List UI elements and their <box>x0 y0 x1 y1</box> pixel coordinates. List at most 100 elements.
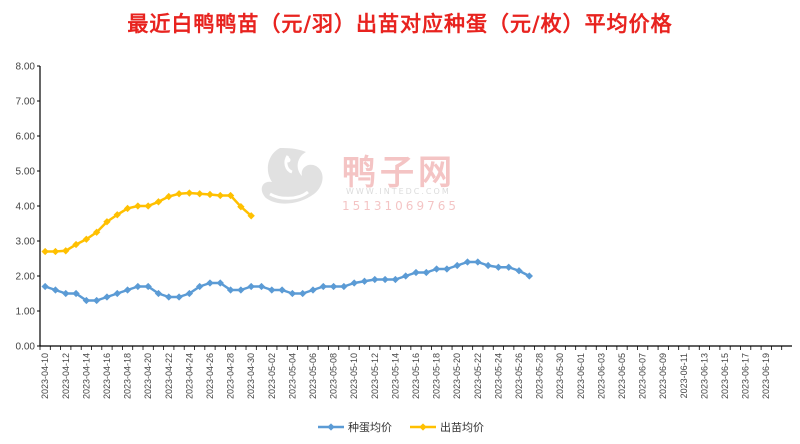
legend-item: 种蛋均价 <box>318 420 392 434</box>
x-tick-label: 2023-04-30 <box>246 353 256 399</box>
x-tick-label: 2023-06-11 <box>679 353 689 398</box>
data-point <box>247 282 255 291</box>
x-tick-label: 2023-05-20 <box>452 353 462 399</box>
data-point <box>226 191 235 200</box>
data-point <box>72 240 80 249</box>
x-tick-label: 2023-05-10 <box>349 353 359 399</box>
x-tick-label: 2023-05-06 <box>308 353 318 399</box>
data-point <box>226 286 235 294</box>
data-point <box>51 247 60 256</box>
x-tick-label: 2023-06-15 <box>720 353 730 399</box>
data-point <box>72 289 80 298</box>
x-tick-label: 2023-06-03 <box>596 353 606 399</box>
data-point <box>123 204 132 213</box>
data-point <box>216 279 224 287</box>
data-point <box>474 258 482 266</box>
y-tick-label: 2.00 <box>16 272 36 283</box>
x-tick-label: 2023-06-09 <box>658 353 668 399</box>
data-point <box>432 265 441 273</box>
x-tick-label: 2023-05-30 <box>555 353 565 399</box>
x-tick-label: 2023-05-18 <box>432 353 442 399</box>
x-tick-label: 2023-05-26 <box>514 353 524 399</box>
x-axis-ticks: 2023-04-10 2023-04-12 2023-04-14 2023-04-16… <box>39 346 783 399</box>
data-point <box>453 261 461 270</box>
data-point <box>134 282 142 291</box>
data-point <box>185 189 194 197</box>
data-point <box>391 275 400 284</box>
data-point <box>154 289 163 298</box>
x-tick-label: 2023-04-16 <box>102 353 112 399</box>
data-point <box>360 277 369 285</box>
data-point <box>278 286 286 294</box>
x-tick-label: 2023-06-01 <box>576 353 586 399</box>
data-point <box>195 282 204 291</box>
y-tick-label: 6.00 <box>16 132 36 143</box>
data-point <box>247 212 255 220</box>
data-point <box>62 289 70 298</box>
x-tick-label: 2023-04-12 <box>61 353 71 399</box>
x-tick-label: 2023-05-02 <box>267 353 277 399</box>
x-tick-label: 2023-05-16 <box>411 353 421 399</box>
data-point <box>82 296 91 305</box>
x-tick-label: 2023-04-14 <box>81 353 91 399</box>
data-point <box>268 286 276 294</box>
data-point <box>134 202 142 210</box>
data-point <box>123 286 132 294</box>
data-point <box>350 279 358 287</box>
x-tick-label: 2023-05-28 <box>535 353 545 399</box>
data-point <box>92 228 101 236</box>
x-tick-label: 2023-06-19 <box>761 353 771 399</box>
legend-item: 出苗均价 <box>410 420 484 434</box>
data-point <box>309 286 317 294</box>
x-tick-label: 2023-04-24 <box>184 353 194 399</box>
watermark-phone: 15131069765 <box>342 199 459 213</box>
data-point <box>206 190 214 199</box>
data-point <box>288 289 297 298</box>
data-point <box>340 282 348 291</box>
data-point <box>299 289 307 298</box>
y-tick-label: 5.00 <box>16 167 36 178</box>
watermark-brand: 鸭子网 <box>342 153 456 193</box>
legend-marker <box>327 423 335 431</box>
data-point <box>237 286 245 294</box>
data-point <box>402 272 410 280</box>
data-point <box>62 247 70 255</box>
data-point <box>206 279 214 287</box>
data-point <box>237 203 245 211</box>
data-point <box>51 286 60 294</box>
data-point <box>185 289 194 298</box>
legend-label: 出苗均价 <box>440 420 484 434</box>
data-point <box>154 198 163 206</box>
chart-title: 最近白鸭鸭苗（元/羽）出苗对应种蛋（元/枚）平均价格 <box>127 12 673 36</box>
watermark: 鸭子网 WWW.INTEDC.COM 15131069765 <box>261 148 459 213</box>
x-tick-label: 2023-05-22 <box>473 353 483 399</box>
data-point <box>216 191 224 200</box>
x-tick-label: 2023-04-28 <box>226 353 236 399</box>
x-tick-label: 2023-05-12 <box>370 353 380 399</box>
x-tick-label: 2023-05-14 <box>390 353 400 399</box>
x-tick-label: 2023-05-04 <box>287 353 297 399</box>
data-point <box>371 275 379 284</box>
x-tick-label: 2023-05-24 <box>493 353 503 399</box>
data-point <box>525 272 533 280</box>
legend: 种蛋均价 出苗均价 <box>318 420 484 434</box>
y-tick-label: 7.00 <box>16 97 36 108</box>
legend-marker <box>419 423 427 431</box>
data-point <box>175 293 183 301</box>
x-tick-label: 2023-04-20 <box>143 353 153 399</box>
x-tick-label: 2023-04-26 <box>205 353 215 399</box>
data-point <box>412 268 420 277</box>
data-point <box>103 293 111 301</box>
data-point <box>257 282 266 291</box>
x-tick-label: 2023-04-18 <box>123 353 133 399</box>
x-tick-label: 2023-04-10 <box>40 353 50 399</box>
x-tick-label: 2023-06-13 <box>699 353 709 399</box>
data-point <box>505 263 513 271</box>
data-point <box>41 282 49 291</box>
y-axis-ticks: 0.00 1.00 2.00 3.00 4.00 5.00 6.00 7.00 8.00 <box>16 62 40 353</box>
data-point <box>422 268 430 277</box>
data-point <box>41 247 49 256</box>
data-point <box>329 282 338 291</box>
data-point <box>113 289 121 298</box>
